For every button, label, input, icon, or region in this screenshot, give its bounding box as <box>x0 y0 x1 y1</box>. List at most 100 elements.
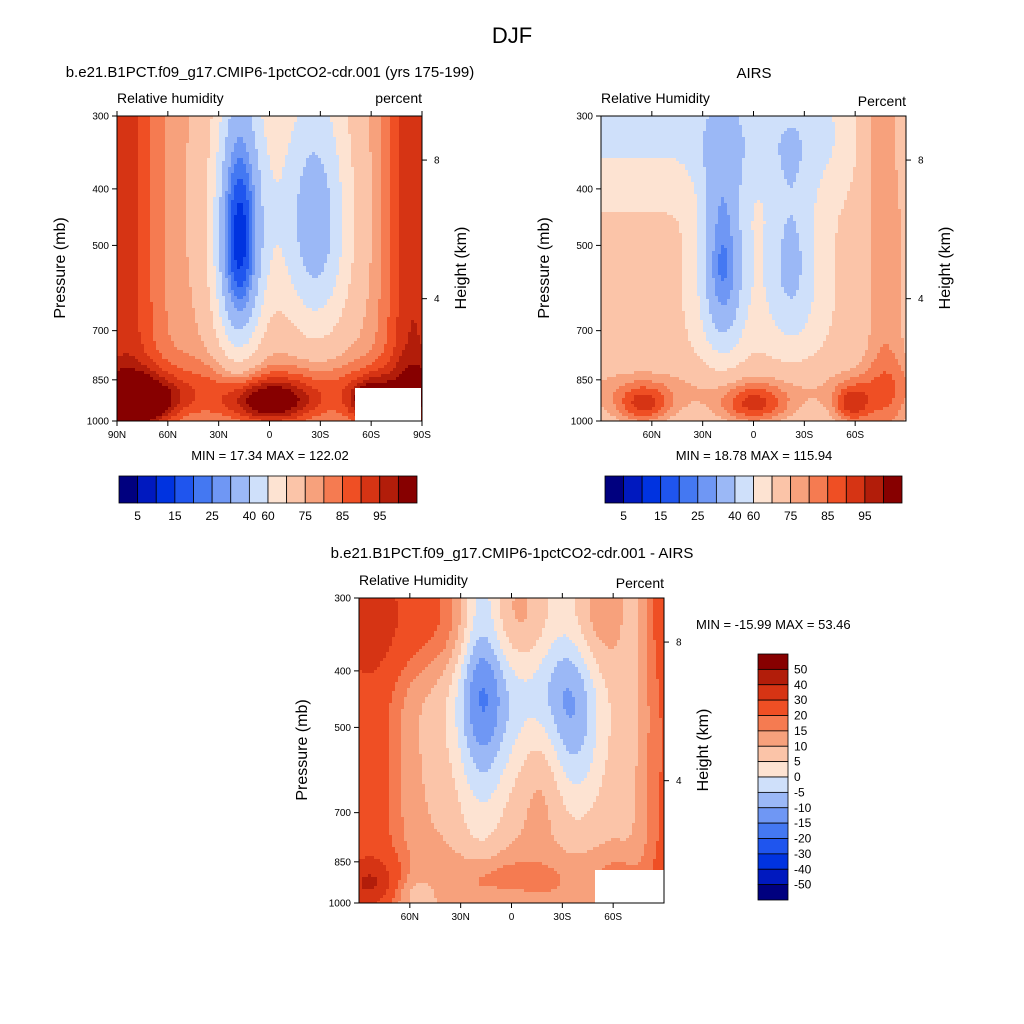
heatmap-cell <box>243 149 246 152</box>
heatmap-cell <box>246 116 249 119</box>
heatmap-cell <box>246 134 249 137</box>
heatmap-cell <box>393 146 396 149</box>
heatmap-cell <box>207 170 210 173</box>
heatmap-cell <box>171 170 174 173</box>
heatmap-cell <box>399 116 402 119</box>
heatmap-cell <box>357 188 360 191</box>
heatmap-cell <box>168 158 171 161</box>
heatmap-cell <box>120 200 123 203</box>
heatmap-cell <box>384 182 387 185</box>
heatmap-cell <box>177 233 180 236</box>
heatmap-cell <box>279 185 282 188</box>
heatmap-cell <box>162 209 165 212</box>
heatmap-cell <box>390 152 393 155</box>
heatmap-cell <box>117 260 120 263</box>
heatmap-cell <box>360 260 363 263</box>
heatmap-cell <box>258 164 261 167</box>
heatmap-cell <box>204 170 207 173</box>
heatmap-cell <box>141 227 144 230</box>
heatmap-cell <box>357 134 360 137</box>
heatmap-cell <box>315 158 318 161</box>
heatmap-cell <box>117 239 120 242</box>
heatmap-cell <box>306 185 309 188</box>
heatmap-cell <box>249 197 252 200</box>
heatmap-cell <box>207 194 210 197</box>
heatmap-cell <box>399 194 402 197</box>
heatmap-cell <box>177 188 180 191</box>
heatmap-cell <box>366 224 369 227</box>
heatmap-cell <box>342 122 345 125</box>
heatmap-cell <box>162 170 165 173</box>
heatmap-cell <box>339 170 342 173</box>
heatmap-cell <box>180 116 183 119</box>
heatmap-cell <box>195 140 198 143</box>
heatmap-cell <box>261 185 264 188</box>
heatmap-cell <box>183 200 186 203</box>
heatmap-cell <box>249 215 252 218</box>
heatmap-cell <box>273 134 276 137</box>
heatmap-cell <box>342 224 345 227</box>
heatmap-cell <box>399 125 402 128</box>
heatmap-cell <box>336 179 339 182</box>
heatmap-cell <box>201 218 204 221</box>
heatmap-cell <box>333 245 336 248</box>
heatmap-cell <box>180 257 183 260</box>
heatmap-cell <box>198 221 201 224</box>
heatmap-cell <box>312 131 315 134</box>
heatmap-cell <box>168 152 171 155</box>
heatmap-cell <box>417 221 420 224</box>
heatmap-cell <box>315 212 318 215</box>
heatmap-cell <box>261 191 264 194</box>
heatmap-cell <box>375 230 378 233</box>
heatmap-cell <box>378 245 381 248</box>
heatmap-cell <box>162 176 165 179</box>
heatmap-cell <box>240 152 243 155</box>
heatmap-cell <box>375 149 378 152</box>
heatmap-cell <box>216 239 219 242</box>
heatmap-cell <box>339 242 342 245</box>
heatmap-cell <box>354 203 357 206</box>
heatmap-cell <box>378 215 381 218</box>
heatmap-cell <box>285 227 288 230</box>
heatmap-cell <box>357 164 360 167</box>
heatmap-cell <box>213 140 216 143</box>
heatmap-cell <box>177 167 180 170</box>
heatmap-cell <box>138 191 141 194</box>
heatmap-cell <box>309 236 312 239</box>
heatmap-cell <box>213 146 216 149</box>
heatmap-cell <box>222 191 225 194</box>
heatmap-cell <box>240 182 243 185</box>
heatmap-cell <box>276 209 279 212</box>
heatmap-cell <box>216 182 219 185</box>
heatmap-cell <box>393 167 396 170</box>
heatmap-cell <box>369 191 372 194</box>
heatmap-cell <box>378 251 381 254</box>
heatmap-cell <box>171 152 174 155</box>
heatmap-cell <box>177 185 180 188</box>
heatmap-cell <box>381 158 384 161</box>
heatmap-cell <box>156 236 159 239</box>
heatmap-cell <box>213 248 216 251</box>
heatmap-cell <box>180 140 183 143</box>
heatmap-cell <box>135 191 138 194</box>
heatmap-cell <box>312 221 315 224</box>
heatmap-cell <box>276 167 279 170</box>
heatmap-cell <box>150 164 153 167</box>
heatmap-cell <box>222 155 225 158</box>
heatmap-cell <box>216 143 219 146</box>
heatmap-cell <box>411 224 414 227</box>
heatmap-cell <box>252 230 255 233</box>
heatmap-cell <box>222 236 225 239</box>
heatmap-cell <box>300 137 303 140</box>
heatmap-cell <box>411 119 414 122</box>
heatmap-cell <box>351 161 354 164</box>
heatmap-cell <box>378 200 381 203</box>
heatmap-cell <box>261 161 264 164</box>
heatmap-cell <box>363 161 366 164</box>
heatmap-cell <box>294 170 297 173</box>
heatmap-cell <box>129 140 132 143</box>
heatmap-cell <box>204 188 207 191</box>
heatmap-cell <box>249 230 252 233</box>
heatmap-cell <box>291 143 294 146</box>
heatmap-cell <box>198 236 201 239</box>
